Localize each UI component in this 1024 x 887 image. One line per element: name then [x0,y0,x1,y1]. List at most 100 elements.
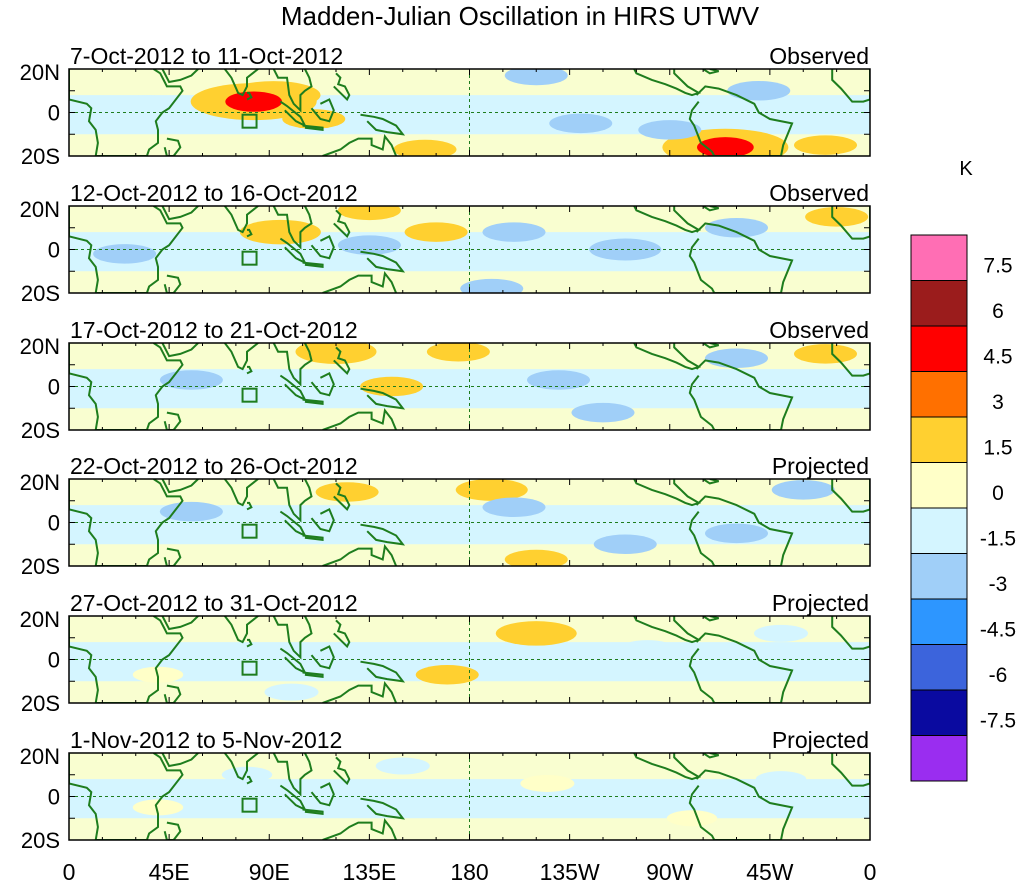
coastline [163,137,182,156]
coastline [702,616,719,622]
coastline [702,69,719,75]
coastline [224,479,259,507]
anomaly-blob [264,683,319,701]
y-tick-label: 0 [48,101,60,126]
colorbar-swatch [910,462,968,509]
anomaly-blob [705,218,768,238]
coastline [688,769,794,840]
y-tick-label: 20S [21,691,60,716]
anomaly-blob [93,244,157,264]
y-tick-label: 20N [20,197,60,222]
coastline [69,616,184,703]
coastline [163,821,182,840]
coastline [333,209,351,239]
coastline [279,784,308,812]
coastline [161,69,199,84]
coastline [161,343,199,358]
coastline [272,616,313,660]
coastline [688,359,794,430]
anomaly-blob [404,222,468,242]
coastline [333,756,351,786]
coastline [310,508,335,533]
coastline [702,343,719,349]
panel-kind-label: Projected [772,590,869,616]
anomaly-blob [794,344,857,364]
coastline [310,645,335,670]
anomaly-blob [375,757,430,775]
colorbar-swatch [910,689,968,736]
anomaly-blob [337,235,401,255]
coastline [246,638,253,648]
panel-date-label: 22-Oct-2012 to 26-Oct-2012 [70,453,358,479]
coastline [69,69,184,156]
coastline [831,616,870,650]
anomaly-blob [705,348,768,368]
colorbar-swatch [910,598,968,645]
x-tick-label: 0 [864,859,877,885]
coastline [69,343,184,430]
coastline [69,479,184,566]
region-marker [241,797,258,813]
colorbar-swatch [910,280,968,327]
coastline [702,479,719,485]
colorbar-swatch [910,507,968,554]
anomaly-blob [504,69,568,86]
coastline [310,372,335,397]
coastline [831,206,870,240]
coastline [360,523,406,546]
x-tick-label: 180 [450,859,488,885]
x-tick-label: 0 [63,859,76,885]
coastline [279,100,308,128]
panel-date-label: 17-Oct-2012 to 21-Oct-2012 [70,317,358,343]
region-marker [241,660,258,676]
coastline [272,69,313,113]
anomaly-blob [132,799,184,816]
panel-1: 20N 0 20S 7-Oct-2012 to 11-Oct-2012 Observed [20,43,871,169]
x-tick-label: 45E [149,859,190,885]
coastline [633,69,702,97]
region-marker [241,113,258,129]
coastline [322,543,398,566]
y-tick-label: 20S [21,554,60,579]
y-tick-label: 20S [21,418,60,443]
panel-kind-label: Observed [769,317,869,343]
coastline [302,808,324,816]
anomaly-blob [593,534,657,554]
anomaly-blob [571,402,635,423]
coastline [161,753,199,768]
coastline [322,680,398,703]
colorbar-tick-label: -1.5 [980,528,1016,551]
y-tick-label: 0 [48,511,60,536]
coastline [246,228,253,238]
coastline [360,660,406,683]
coastline [831,343,870,377]
anomaly-blob [638,120,702,140]
anomaly-blob [415,664,479,685]
colorbar-swatch [910,325,968,372]
panel-date-label: 12-Oct-2012 to 16-Oct-2012 [70,180,358,206]
coastline [310,98,335,123]
coastline [831,479,870,513]
y-tick-label: 0 [48,785,60,810]
anomaly-blob [159,501,223,522]
panel-date-label: 1-Nov-2012 to 5-Nov-2012 [70,727,342,753]
coastline [322,817,398,840]
coastline [633,753,702,781]
y-tick-label: 20N [20,744,60,769]
coastline [688,222,794,293]
anomaly-blob [755,771,807,788]
x-tick-label: 45W [746,859,794,885]
coastline [310,782,335,807]
anomaly-blob [666,810,718,827]
anomaly-blob [727,81,791,101]
chart-title: Madden-Julian Oscillation in HIRS UTWV [281,1,760,31]
x-tick-label: 135E [343,859,397,885]
coastline [333,346,351,376]
coastline [633,343,702,371]
coastline [310,235,335,260]
x-tick-label: 135W [540,859,600,885]
coastline [279,374,308,402]
colorbar-swatch [910,644,968,691]
colorbar-tick-label: 3 [992,391,1004,414]
